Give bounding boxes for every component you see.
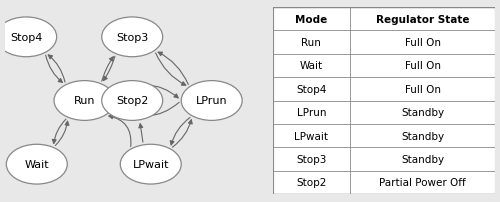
Ellipse shape <box>181 81 242 121</box>
Text: Wait: Wait <box>300 61 323 71</box>
Ellipse shape <box>120 145 181 184</box>
Text: Standby: Standby <box>401 154 444 164</box>
Text: Wait: Wait <box>24 159 49 169</box>
Text: Stop3: Stop3 <box>296 154 326 164</box>
Text: Run: Run <box>74 96 95 106</box>
Text: Stop2: Stop2 <box>296 177 326 187</box>
Text: LPrun: LPrun <box>196 96 228 106</box>
Text: Regulator State: Regulator State <box>376 15 470 25</box>
Ellipse shape <box>102 18 162 57</box>
Text: Full On: Full On <box>404 61 440 71</box>
Text: Full On: Full On <box>404 38 440 48</box>
Ellipse shape <box>6 145 68 184</box>
Text: Run: Run <box>302 38 322 48</box>
Text: Stop4: Stop4 <box>296 84 326 94</box>
Text: Standby: Standby <box>401 131 444 141</box>
Text: LPwait: LPwait <box>294 131 328 141</box>
Text: LPwait: LPwait <box>132 159 169 169</box>
Text: Mode: Mode <box>296 15 328 25</box>
Text: Stop2: Stop2 <box>116 96 148 106</box>
Text: LPrun: LPrun <box>296 108 326 118</box>
Text: Full On: Full On <box>404 84 440 94</box>
Text: Stop4: Stop4 <box>10 33 42 43</box>
Text: Stop3: Stop3 <box>116 33 148 43</box>
Text: Standby: Standby <box>401 108 444 118</box>
Ellipse shape <box>54 81 115 121</box>
Ellipse shape <box>102 81 162 121</box>
Ellipse shape <box>0 18 56 57</box>
Text: Partial Power Off: Partial Power Off <box>380 177 466 187</box>
